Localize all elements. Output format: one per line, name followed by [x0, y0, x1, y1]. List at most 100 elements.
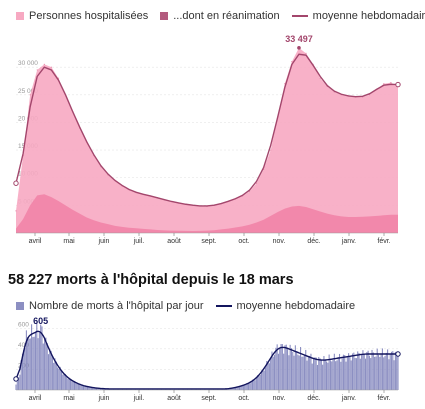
- x-tick-label: déc.: [307, 238, 320, 245]
- x-tick-label: juin: [98, 238, 110, 245]
- deaths-bar: [363, 353, 365, 390]
- deaths-bar: [99, 388, 102, 390]
- x-tick-label: sept.: [201, 238, 216, 245]
- deaths-bar: [396, 351, 398, 390]
- hospitalises-point: [319, 77, 321, 79]
- deaths-bar: [233, 387, 235, 390]
- deaths-bar: [18, 377, 20, 390]
- x-tick-label: déc.: [307, 395, 320, 402]
- deaths-bar: [62, 374, 64, 390]
- x-tick-label: janv.: [341, 395, 356, 402]
- deaths-bar: [79, 383, 81, 390]
- deaths-bar: [57, 367, 59, 390]
- deaths-bar: [329, 360, 331, 390]
- deaths-bar: [327, 362, 329, 390]
- deaths-bar: [242, 384, 244, 390]
- deaths-bar: [90, 387, 92, 390]
- deaths-bar: [328, 354, 330, 390]
- deaths-bar: [374, 356, 376, 390]
- deaths-bar: [42, 343, 44, 390]
- legend-label-moyenne-bottom: moyenne hebdomadaire: [236, 300, 356, 312]
- x-tick-label: juil.: [133, 395, 145, 402]
- x-tick-label: mai: [63, 238, 75, 245]
- moyenne-start-marker: [13, 376, 19, 382]
- legend-item-reanimation: ...dont en réanimation: [160, 10, 280, 22]
- deaths-bar: [368, 355, 370, 390]
- deaths-bar: [277, 353, 280, 390]
- bottom-legend: Nombre de morts à l'hôpital par jour moy…: [16, 300, 367, 312]
- legend-swatch-hospitalises: [16, 12, 24, 20]
- deaths-bar: [84, 385, 86, 390]
- deaths-bar: [250, 382, 252, 390]
- deaths-bar: [285, 344, 287, 390]
- deaths-chart: 200400600605avrilmaijuinjuil.aoûtsept.oc…: [13, 316, 401, 402]
- hospitalises-point: [50, 66, 52, 68]
- deaths-bar: [73, 380, 76, 390]
- peak-marker: [297, 46, 301, 50]
- deaths-bar: [97, 388, 99, 390]
- deaths-bar: [63, 373, 65, 390]
- deaths-bar: [371, 349, 373, 390]
- deaths-bar: [397, 353, 399, 390]
- x-tick-label: août: [167, 395, 181, 402]
- deaths-bar: [85, 386, 87, 390]
- deaths-bar: [310, 353, 312, 390]
- deaths-bar: [341, 358, 343, 390]
- deaths-bar: [387, 349, 389, 390]
- legend-label-morts: Nombre de morts à l'hôpital par jour: [29, 300, 204, 312]
- deaths-bar: [389, 354, 391, 390]
- deaths-bar: [331, 361, 333, 390]
- hospitalises-point: [284, 83, 286, 85]
- hospitalises-point: [29, 94, 31, 96]
- deaths-bar: [318, 357, 320, 390]
- x-tick-label: sept.: [201, 395, 216, 402]
- deaths-bar: [37, 338, 39, 390]
- deaths-bar: [81, 385, 83, 390]
- legend-label-reanimation: ...dont en réanimation: [173, 10, 280, 22]
- deaths-bar: [366, 352, 368, 390]
- deaths-bar: [322, 364, 324, 390]
- legend-label-hospitalises: Personnes hospitalisées: [29, 10, 149, 22]
- deaths-bar: [41, 326, 43, 390]
- y-tick-label: 30 000: [18, 60, 38, 67]
- deaths-bar: [383, 357, 385, 390]
- deaths-bar: [367, 350, 369, 390]
- deaths-bar: [40, 324, 42, 390]
- deaths-bar: [385, 352, 387, 390]
- deaths-bar: [340, 361, 342, 390]
- x-tick-label: avril: [29, 395, 42, 402]
- deaths-bar: [320, 360, 322, 390]
- deaths-bar: [15, 384, 17, 390]
- legend-item-morts: Nombre de morts à l'hôpital par jour: [16, 300, 204, 312]
- deaths-bar: [255, 377, 257, 390]
- deaths-bar: [253, 380, 255, 390]
- x-tick-label: juin: [98, 395, 110, 402]
- deaths-bar: [29, 338, 31, 390]
- deaths-bar: [238, 386, 241, 390]
- deaths-bar: [231, 388, 233, 390]
- deaths-bar: [372, 352, 374, 390]
- moyenne-end-marker: [395, 81, 401, 88]
- deaths-bar: [288, 355, 290, 390]
- moyenne-line-top: [15, 53, 399, 207]
- hospitalises-area: [16, 47, 398, 233]
- deaths-bar: [293, 355, 295, 390]
- deaths-bar: [266, 360, 268, 390]
- deaths-bar: [36, 323, 38, 390]
- deaths-bar: [384, 356, 386, 390]
- deaths-bar: [71, 381, 73, 390]
- y-tick-label: 400: [18, 342, 29, 349]
- deaths-bar: [89, 386, 91, 390]
- deaths-bar: [77, 384, 79, 390]
- legend-line-moyenne-top: [291, 15, 308, 17]
- deaths-bar: [44, 338, 46, 390]
- deaths-bar: [393, 360, 395, 390]
- deaths-bar: [336, 360, 338, 390]
- hospitalises-point: [15, 210, 17, 212]
- deaths-bar: [300, 347, 302, 390]
- deaths-bar: [287, 347, 289, 390]
- hospitalises-point: [291, 61, 293, 63]
- top-legend: Personnes hospitalisées ...dont en réani…: [16, 10, 425, 22]
- hospitalises-point: [383, 83, 385, 85]
- deaths-bar: [237, 386, 239, 390]
